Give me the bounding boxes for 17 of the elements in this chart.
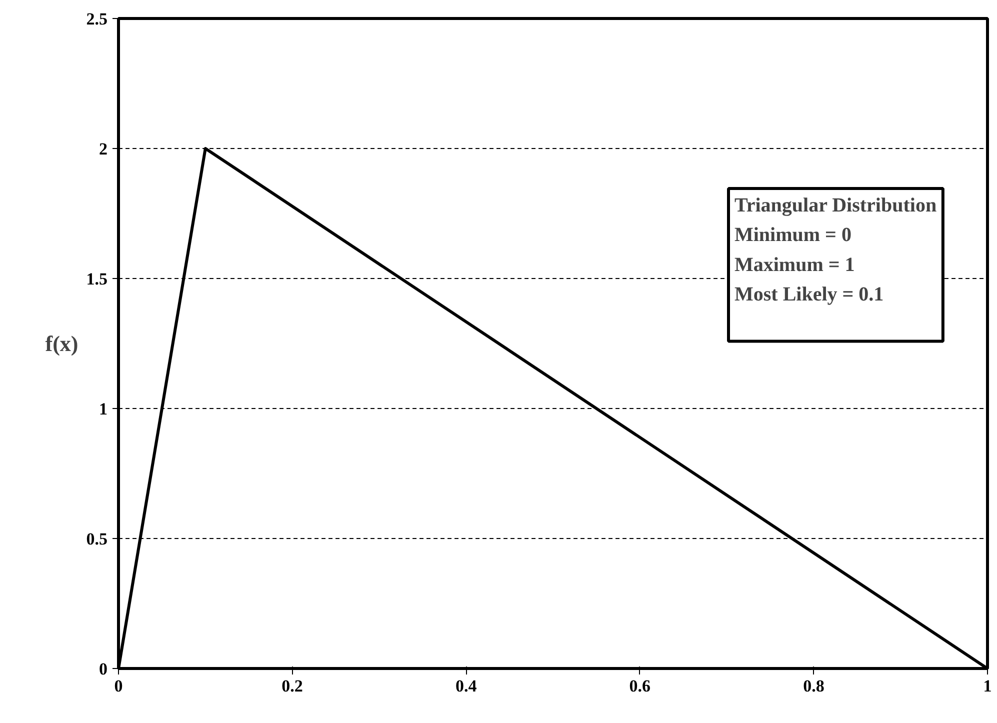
y-tick-label: 1.5 bbox=[86, 270, 108, 288]
y-tick-label: 0.5 bbox=[86, 530, 108, 548]
y-axis-title: f(x) bbox=[45, 331, 78, 356]
annotation: Triangular Distribution bbox=[734, 194, 937, 216]
y-tick-label: 0 bbox=[99, 660, 108, 678]
x-tick-label: 0.8 bbox=[803, 676, 824, 696]
annotation: Maximum = 1 bbox=[734, 254, 855, 276]
x-tick-label: 1 bbox=[983, 676, 992, 696]
y-tick-label: 1 bbox=[99, 400, 108, 418]
annotation: Minimum = 0 bbox=[734, 224, 852, 246]
x-tick-label: 0.2 bbox=[282, 676, 303, 696]
annotation: Most Likely = 0.1 bbox=[734, 284, 884, 306]
x-tick-label: 0.6 bbox=[629, 676, 651, 696]
x-tick-label: 0.4 bbox=[455, 676, 478, 696]
y-tick-label: 2.5 bbox=[86, 10, 108, 28]
y-tick-label: 2 bbox=[99, 140, 108, 158]
x-tick-label: 0 bbox=[114, 676, 123, 696]
